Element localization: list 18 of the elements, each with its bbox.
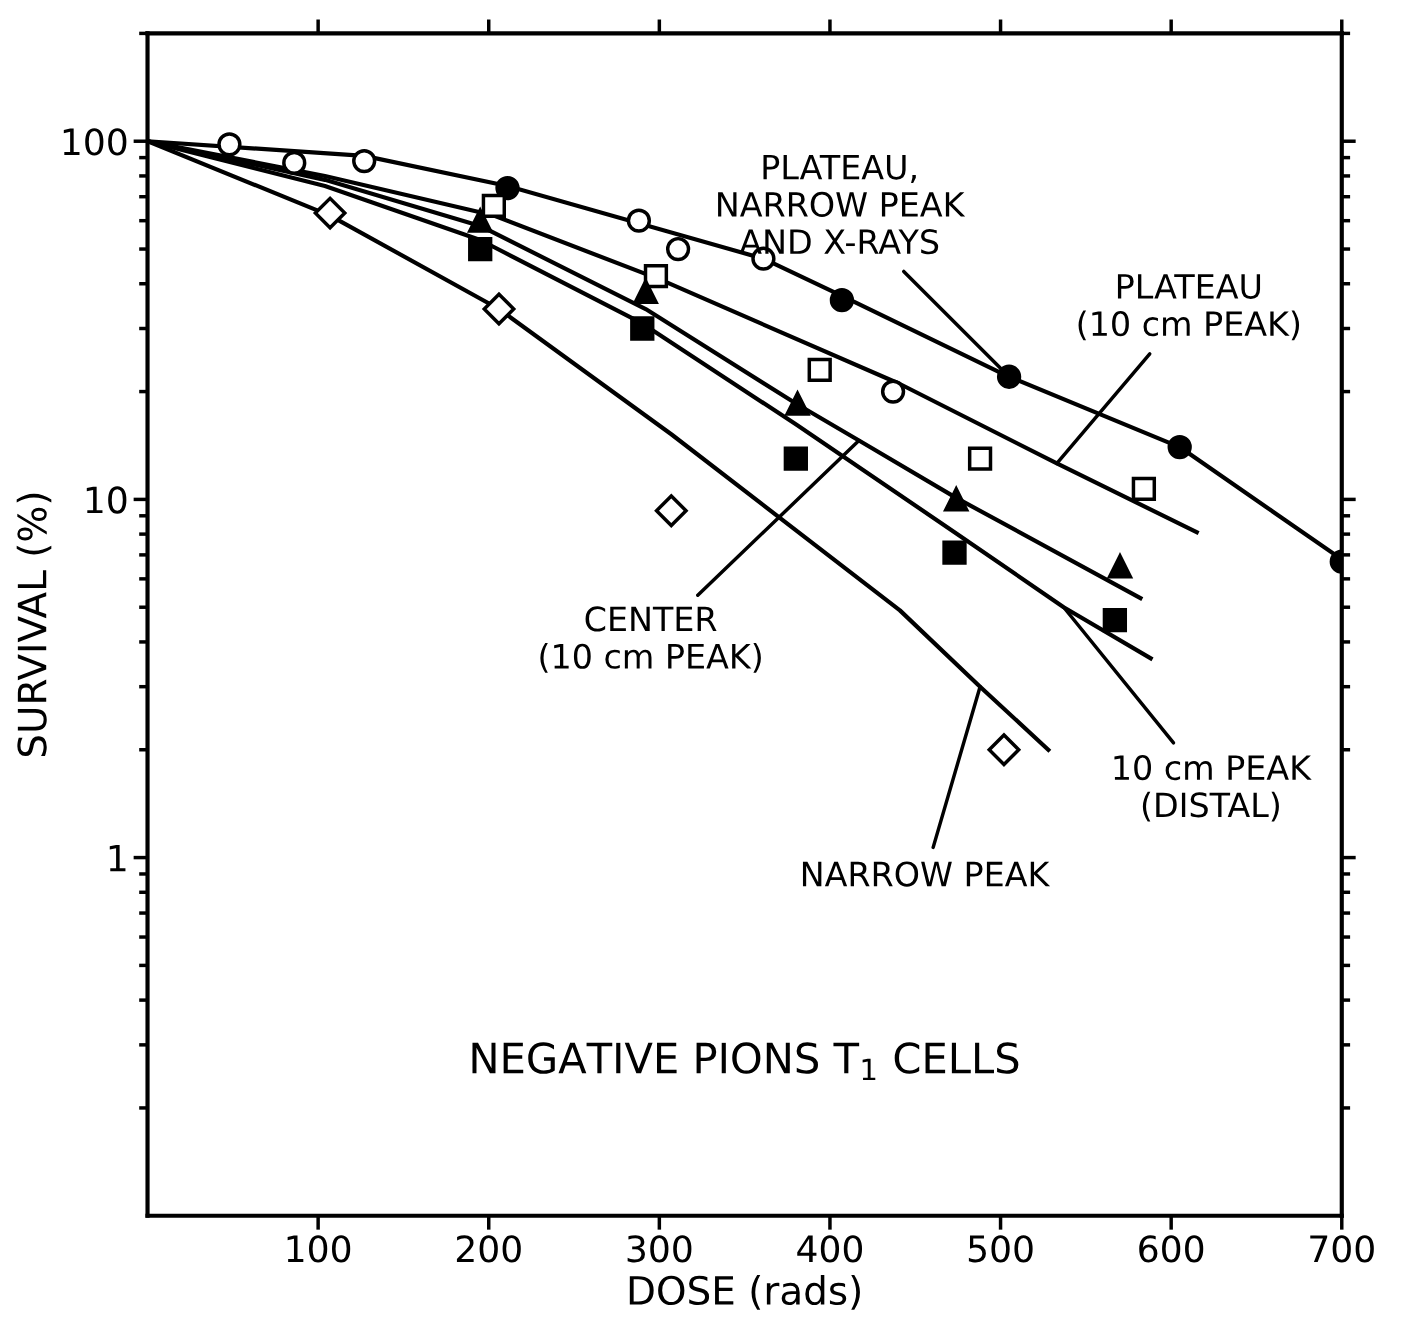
annotation: NARROW PEAK xyxy=(802,861,1051,887)
x-tick-label: 700 xyxy=(1310,1235,1374,1263)
annotation: PLATEAU, NARROW PEAK AND X-RAYS xyxy=(718,154,966,255)
y-tick-label: 100 xyxy=(63,128,127,156)
y-tick-label: 1 xyxy=(109,844,126,872)
x-tick-label: 500 xyxy=(968,1235,1033,1263)
x-tick-label: 400 xyxy=(797,1235,863,1263)
x-tick-label: 100 xyxy=(287,1235,351,1263)
x-tick-label: 600 xyxy=(1139,1235,1204,1263)
x-tick-label: 300 xyxy=(627,1235,692,1263)
x-axis-title: DOSE (rads) xyxy=(629,1275,860,1310)
annotation: PLATEAU (10 cm PEAK) xyxy=(1078,274,1300,341)
x-tick-label: 200 xyxy=(456,1235,521,1263)
annotation: CENTER (10 cm PEAK) xyxy=(540,606,761,673)
annotation: NEGATIVE PIONS T$_{1}$ CELLS xyxy=(472,1042,1019,1081)
annotation: 10 cm PEAK (DISTAL) xyxy=(1114,754,1312,822)
y-tick-label: 10 xyxy=(86,486,127,514)
y-axis-title: SURVIVAL (%) xyxy=(16,493,52,757)
